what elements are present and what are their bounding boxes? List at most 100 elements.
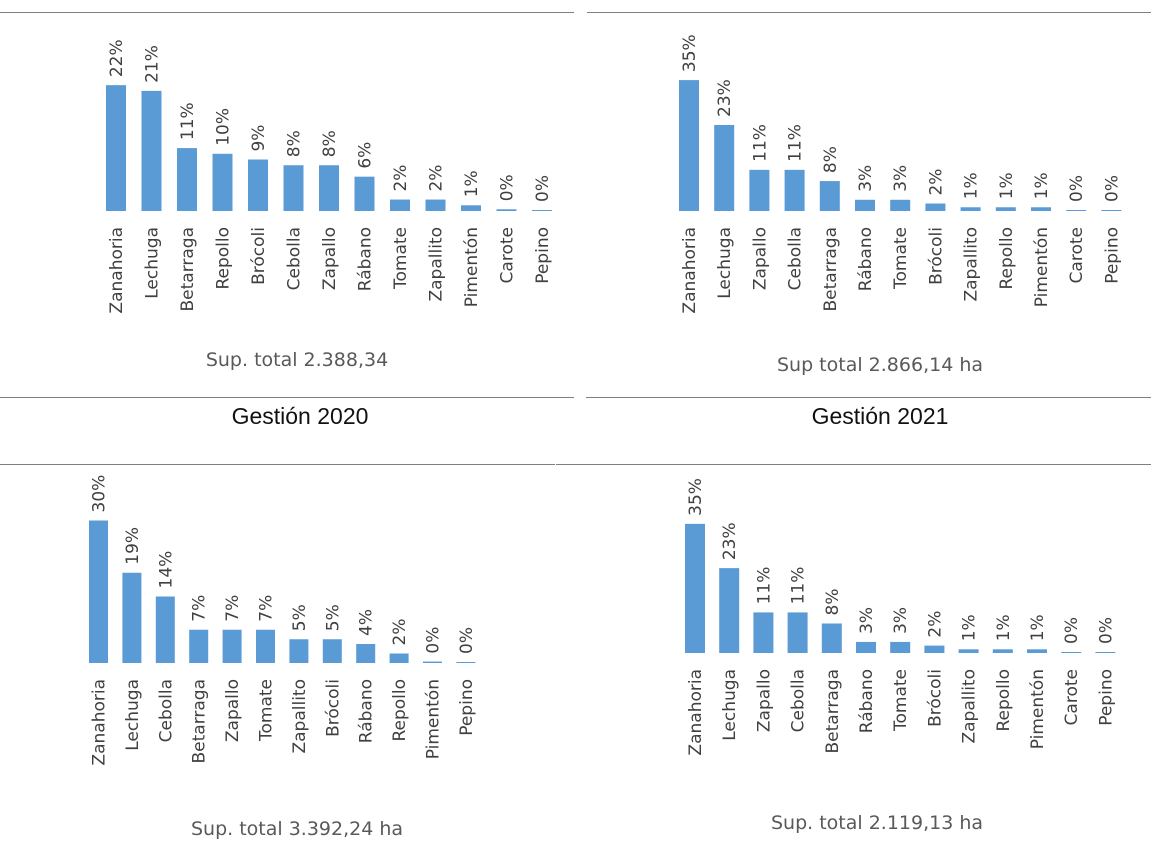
data-label: 11% <box>754 567 774 605</box>
category-tick-label: Zanahoria <box>680 227 700 314</box>
data-label: 11% <box>789 567 809 605</box>
data-label: 3% <box>856 165 876 192</box>
data-label: 2% <box>427 165 447 192</box>
data-label: 1% <box>1032 172 1052 199</box>
bar <box>106 85 126 211</box>
bar <box>354 176 375 211</box>
category-tick-label: Zapallito <box>427 227 447 302</box>
category-tick-label: Brócoli <box>323 679 343 737</box>
category-tick-label: Carote <box>1067 227 1087 283</box>
bar <box>222 629 242 663</box>
data-label: 7% <box>190 595 210 622</box>
category-tick-label: Betarraga <box>178 227 198 312</box>
category-tick-label: Lechuga <box>143 227 163 299</box>
chart-total-label: Sup. total 2.119,13 ha <box>770 812 984 834</box>
data-label: 30% <box>90 475 110 513</box>
bar <box>819 181 840 211</box>
category-tick-label: Cebolla <box>789 669 809 732</box>
data-label: 35% <box>686 478 706 516</box>
bar <box>1101 210 1122 211</box>
category-tick-label: Betarraga <box>190 679 210 764</box>
bar <box>995 207 1016 211</box>
bar <box>787 612 808 653</box>
category-tick-label: Lechuga <box>123 679 143 751</box>
bar <box>423 661 442 663</box>
category-tick-label: Betarraga <box>821 227 841 312</box>
category-tick-label: Zapallito <box>290 679 310 754</box>
data-label: 1% <box>962 172 982 199</box>
bar <box>1066 210 1087 211</box>
category-tick-label: Cebolla <box>156 679 176 742</box>
category-tick-label: Pimentón <box>1032 227 1052 307</box>
data-label: 21% <box>143 45 163 83</box>
category-tick-label: Tomate <box>257 679 277 742</box>
middle-rule-right <box>586 397 1151 398</box>
data-label: 0% <box>457 627 477 654</box>
data-label: 1% <box>994 614 1014 641</box>
data-label: 2% <box>925 611 945 638</box>
bar <box>283 165 304 211</box>
data-label: 0% <box>424 627 444 654</box>
data-label: 7% <box>257 595 277 622</box>
data-label: 0% <box>498 174 518 201</box>
data-label: 3% <box>891 165 911 192</box>
bar <box>1031 207 1051 211</box>
bar <box>890 199 911 211</box>
category-tick-label: Carote <box>498 227 518 283</box>
lower-rule-left <box>0 464 555 465</box>
category-tick-label: Repollo <box>390 679 410 742</box>
data-label: 10% <box>214 108 234 146</box>
chart-total-label: Sup total 2.866,14 ha <box>776 354 984 376</box>
bar <box>177 148 197 211</box>
bar <box>356 644 376 663</box>
bar <box>784 169 805 211</box>
category-tick-label: Pepino <box>1096 669 1116 726</box>
data-label: 9% <box>249 125 269 152</box>
category-tick-label: Zapallito <box>962 227 982 302</box>
bar <box>289 639 309 663</box>
bar <box>855 199 875 211</box>
section-title-2020: Gestión 2020 <box>231 403 369 429</box>
bar <box>960 207 981 211</box>
bar <box>390 199 410 211</box>
bar <box>1095 652 1116 653</box>
data-label: 5% <box>290 604 310 631</box>
data-label: 6% <box>356 142 376 169</box>
top-rule-left <box>0 12 574 13</box>
bar <box>141 90 162 211</box>
data-label: 8% <box>821 146 841 173</box>
data-label: 0% <box>533 175 553 202</box>
data-label: 1% <box>462 170 482 197</box>
data-label: 8% <box>823 588 843 615</box>
data-label: 19% <box>123 527 143 565</box>
bar <box>248 159 268 211</box>
top-rule-right <box>612 12 1151 13</box>
data-label: 8% <box>320 130 340 157</box>
data-label: 8% <box>285 130 305 157</box>
data-label: 0% <box>1062 617 1082 644</box>
lower-rule-right <box>612 464 1151 465</box>
bar <box>89 520 108 663</box>
bar <box>1061 652 1082 653</box>
data-label: 2% <box>390 619 410 646</box>
bar <box>319 165 339 211</box>
bar <box>1027 649 1047 653</box>
middle-rule-left <box>0 397 574 398</box>
data-label: 1% <box>960 614 980 641</box>
category-tick-label: Zanahoria <box>90 679 110 766</box>
category-tick-label: Pimentón <box>424 679 444 759</box>
category-tick-label: Tomate <box>891 227 911 290</box>
bar <box>122 572 142 663</box>
data-label: 0% <box>1096 617 1116 644</box>
data-label: 23% <box>720 522 740 560</box>
bar <box>856 641 876 653</box>
category-tick-label: Repollo <box>994 669 1014 732</box>
data-label: 0% <box>1102 175 1122 202</box>
category-tick-label: Zapallo <box>754 669 774 732</box>
bar <box>256 629 275 663</box>
category-tick-label: Rábano <box>857 669 877 733</box>
data-label: 7% <box>223 595 243 622</box>
bar <box>155 596 175 663</box>
category-tick-label: Cebolla <box>285 227 305 290</box>
